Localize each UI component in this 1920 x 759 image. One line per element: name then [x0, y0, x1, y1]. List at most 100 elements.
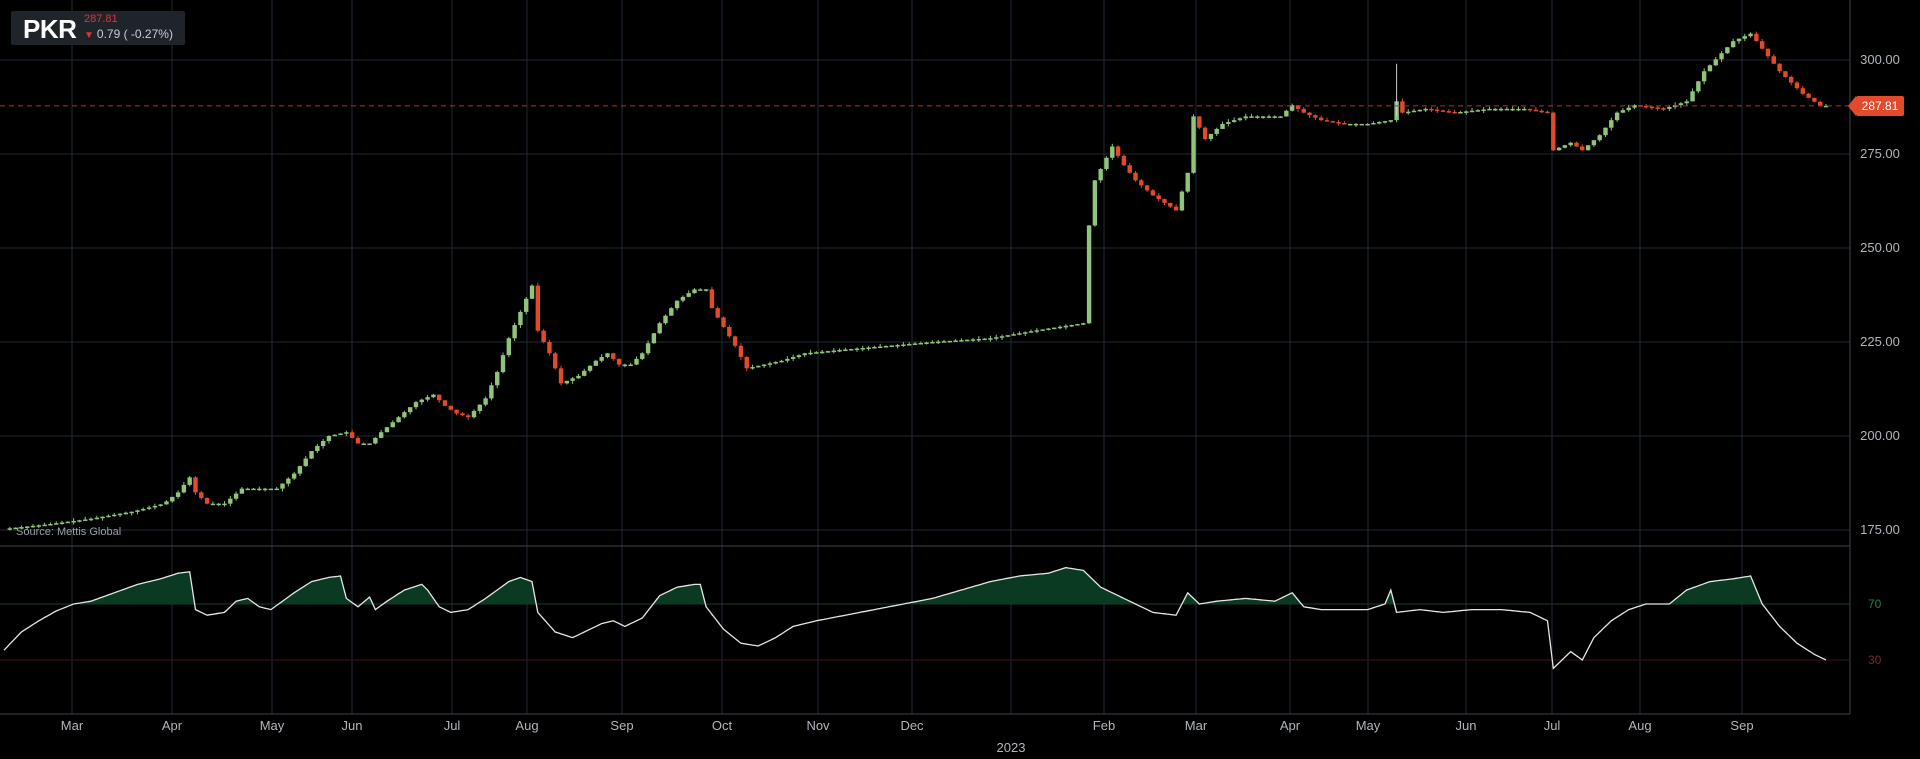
candle-body: [1133, 172, 1138, 181]
candle-body: [402, 412, 407, 418]
candle-body: [1730, 41, 1736, 48]
candle-body: [1817, 101, 1823, 106]
candle-body: [645, 343, 651, 354]
candle-body: [976, 338, 982, 341]
candle-body: [1609, 120, 1614, 128]
ticker-symbol: PKR: [23, 14, 77, 44]
candle-body: [100, 516, 105, 519]
candle-body: [59, 522, 65, 524]
rsi-level-70-label: 70: [1868, 597, 1882, 611]
candle-body: [727, 326, 732, 337]
x-tick-label-18: Sep: [1730, 718, 1753, 733]
candle-body: [1023, 332, 1028, 334]
candle-body: [1713, 59, 1718, 66]
candle-body: [13, 527, 18, 530]
candle-body: [1748, 33, 1753, 37]
candle-body: [1603, 127, 1608, 136]
y-tick-label-1: 200.00: [1860, 428, 1900, 443]
candle-body: [785, 358, 790, 361]
candle-body: [170, 496, 175, 502]
candle-body: [1289, 105, 1295, 111]
candle-body: [1313, 115, 1318, 118]
candle-body: [506, 338, 512, 356]
candle-body: [761, 364, 767, 367]
candle-body: [1754, 33, 1759, 42]
candle-body: [1052, 327, 1057, 330]
candle-body: [831, 350, 836, 353]
candle-body: [570, 378, 575, 381]
candle-body: [651, 333, 657, 344]
candle-body: [1690, 91, 1695, 102]
candle-body: [936, 341, 941, 344]
candle-body: [466, 415, 471, 418]
candle-body: [1179, 191, 1185, 211]
candle-body: [1452, 111, 1457, 114]
rsi-line: [3, 566, 1827, 670]
candle-body: [413, 402, 419, 408]
candle-body: [1005, 335, 1011, 337]
candle-body: [1527, 108, 1533, 111]
candle-body: [431, 394, 436, 398]
candle-body: [994, 337, 999, 339]
candle-body: [663, 315, 668, 324]
candle-body: [1585, 145, 1591, 151]
candle-body: [1040, 329, 1045, 331]
candle-body: [1423, 108, 1428, 111]
candle-body: [1661, 108, 1666, 110]
candle-body: [640, 353, 645, 359]
candle-body: [790, 357, 796, 359]
candle-body: [1075, 324, 1080, 326]
candle-body: [582, 370, 587, 376]
candle-body: [378, 432, 384, 438]
candle-body: [715, 308, 720, 318]
candle-body: [1249, 116, 1254, 118]
candle-body: [367, 443, 372, 446]
candle-body: [1081, 323, 1086, 325]
candle-body: [425, 397, 430, 400]
candle-body: [1272, 116, 1277, 118]
candle-body: [1226, 122, 1231, 124]
candle-body: [460, 413, 465, 416]
candle-body: [1696, 81, 1701, 92]
last-price-flag: 287.81: [1848, 96, 1904, 116]
candle-body: [286, 478, 291, 484]
x-tick-label-0: Mar: [61, 718, 84, 733]
candle-body: [1417, 109, 1423, 112]
candle-body: [1498, 108, 1504, 111]
candle-body: [1173, 206, 1179, 211]
candle-body: [1110, 146, 1115, 158]
candle-body: [355, 437, 361, 444]
candle-body: [1156, 195, 1161, 200]
candle-body: [605, 353, 610, 358]
candle-body: [1208, 133, 1214, 139]
candle-body: [883, 346, 889, 348]
candle-body: [1632, 105, 1637, 108]
candle-body: [1388, 120, 1394, 122]
candle-body: [419, 399, 424, 403]
candle-body: [1516, 108, 1521, 111]
candle-body: [268, 488, 274, 491]
x-tick-label-12: Mar: [1185, 718, 1208, 733]
candle-body: [547, 342, 552, 354]
candle-body: [42, 524, 47, 527]
candle-body: [1510, 108, 1515, 111]
candle-body: [338, 433, 343, 435]
candle-body: [901, 344, 906, 347]
candle-body: [843, 349, 848, 352]
candle-body: [1684, 101, 1689, 104]
candle-body: [1185, 172, 1190, 192]
candle-body: [135, 510, 140, 512]
candle-body: [848, 349, 854, 351]
candle-body: [1771, 56, 1776, 64]
x-tick-label-14: May: [1356, 718, 1381, 733]
candle-body: [65, 521, 71, 524]
candle-body: [1783, 71, 1788, 77]
candle-body: [773, 362, 778, 364]
candle-body: [309, 451, 314, 459]
candle-body: [1556, 147, 1562, 151]
candle-body: [384, 427, 390, 433]
candle-body: [1057, 326, 1063, 329]
candle-body: [1220, 123, 1225, 129]
candle-body: [947, 340, 953, 343]
